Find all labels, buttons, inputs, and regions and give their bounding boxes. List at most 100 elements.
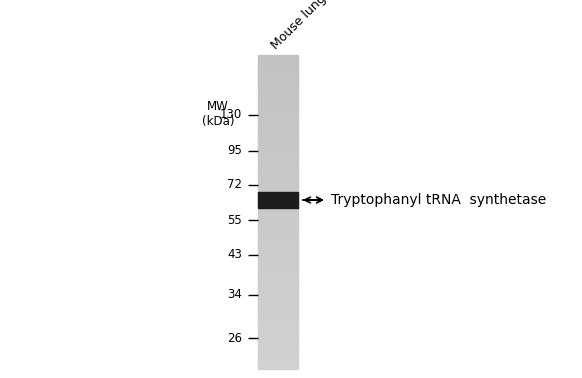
Bar	[258, 186, 298, 189]
Bar	[258, 279, 298, 282]
Bar	[258, 334, 298, 337]
Bar	[258, 321, 298, 324]
Text: 130: 130	[220, 108, 242, 121]
Bar	[258, 81, 298, 84]
Bar	[258, 115, 298, 118]
Bar	[258, 154, 298, 157]
Bar	[258, 123, 298, 126]
Bar	[258, 79, 298, 82]
Bar	[258, 188, 298, 191]
Bar	[258, 337, 298, 340]
Bar	[258, 227, 298, 230]
Bar	[258, 245, 298, 248]
Bar	[258, 76, 298, 79]
Bar	[258, 91, 298, 94]
Bar	[258, 131, 298, 134]
Text: Mouse lung: Mouse lung	[269, 0, 329, 52]
Bar	[258, 363, 298, 366]
Bar	[258, 201, 298, 204]
Bar	[258, 160, 298, 163]
Bar	[258, 120, 298, 123]
Bar	[258, 332, 298, 335]
Bar	[258, 112, 298, 116]
Bar	[258, 324, 298, 327]
Bar	[258, 259, 298, 262]
Bar	[258, 274, 298, 277]
Bar	[258, 318, 298, 322]
Bar	[258, 193, 298, 196]
Bar	[258, 347, 298, 350]
Bar	[258, 146, 298, 149]
Bar	[258, 55, 298, 58]
Bar	[258, 360, 298, 363]
Bar	[258, 133, 298, 136]
Bar	[258, 183, 298, 186]
Bar	[258, 97, 298, 100]
Bar	[258, 256, 298, 259]
Bar	[258, 292, 298, 296]
Bar	[258, 344, 298, 348]
Bar	[258, 366, 298, 369]
Bar	[258, 63, 298, 66]
Bar	[258, 102, 298, 105]
Text: 43: 43	[227, 248, 242, 262]
Bar	[258, 282, 298, 285]
Bar	[258, 303, 298, 306]
Bar	[258, 71, 298, 74]
Bar	[258, 89, 298, 92]
Bar	[258, 84, 298, 87]
Bar	[258, 222, 298, 225]
Bar	[258, 352, 298, 355]
Bar	[258, 217, 298, 220]
Bar	[258, 295, 298, 298]
Text: 95: 95	[227, 144, 242, 158]
Bar	[258, 99, 298, 102]
Bar	[258, 73, 298, 76]
Bar	[258, 198, 298, 201]
Bar	[258, 68, 298, 71]
Bar	[258, 329, 298, 332]
Text: Tryptophanyl tRNA  synthetase: Tryptophanyl tRNA synthetase	[331, 193, 546, 207]
Bar	[258, 232, 298, 235]
Bar	[258, 313, 298, 316]
Bar	[258, 214, 298, 217]
Bar	[258, 308, 298, 311]
Bar	[258, 125, 298, 129]
Bar	[258, 141, 298, 144]
Bar	[258, 138, 298, 142]
Bar	[258, 164, 298, 168]
Bar	[258, 251, 298, 254]
Bar	[258, 290, 298, 293]
Text: MW
(kDa): MW (kDa)	[202, 100, 234, 128]
Bar	[258, 305, 298, 308]
Bar	[258, 57, 298, 61]
Bar	[258, 157, 298, 160]
Bar	[258, 167, 298, 170]
Bar	[258, 253, 298, 256]
Bar	[258, 311, 298, 314]
Bar	[258, 180, 298, 183]
Bar	[258, 107, 298, 110]
Bar	[258, 350, 298, 353]
Bar	[258, 235, 298, 238]
Bar	[258, 60, 298, 64]
Bar	[258, 110, 298, 113]
Bar	[258, 206, 298, 209]
Bar	[258, 261, 298, 264]
Bar	[258, 219, 298, 222]
Bar	[258, 162, 298, 165]
Text: 34: 34	[227, 288, 242, 302]
Bar	[258, 144, 298, 147]
Bar	[258, 105, 298, 108]
Bar	[258, 266, 298, 270]
Bar	[258, 212, 298, 215]
Bar	[258, 204, 298, 207]
Bar	[258, 196, 298, 199]
Bar	[258, 86, 298, 90]
Bar	[258, 316, 298, 319]
Bar	[258, 358, 298, 361]
Bar	[258, 152, 298, 155]
Bar	[258, 326, 298, 329]
Bar	[258, 342, 298, 345]
Bar	[258, 339, 298, 342]
